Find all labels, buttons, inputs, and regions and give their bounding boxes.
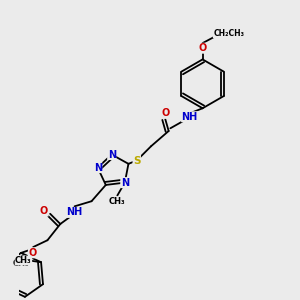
Text: N: N (121, 178, 129, 188)
Text: NH: NH (66, 207, 82, 218)
Text: NH: NH (182, 112, 198, 122)
Text: O: O (161, 108, 170, 118)
Text: N: N (94, 163, 102, 172)
Text: CH₃: CH₃ (12, 259, 29, 268)
Text: O: O (199, 43, 207, 53)
Text: CH₃: CH₃ (109, 197, 126, 206)
Text: O: O (28, 248, 37, 258)
Text: N: N (108, 149, 116, 160)
Text: CH₃: CH₃ (15, 256, 32, 265)
Text: S: S (133, 155, 140, 166)
Text: CH₂CH₃: CH₂CH₃ (213, 29, 244, 38)
Text: O: O (40, 206, 48, 216)
